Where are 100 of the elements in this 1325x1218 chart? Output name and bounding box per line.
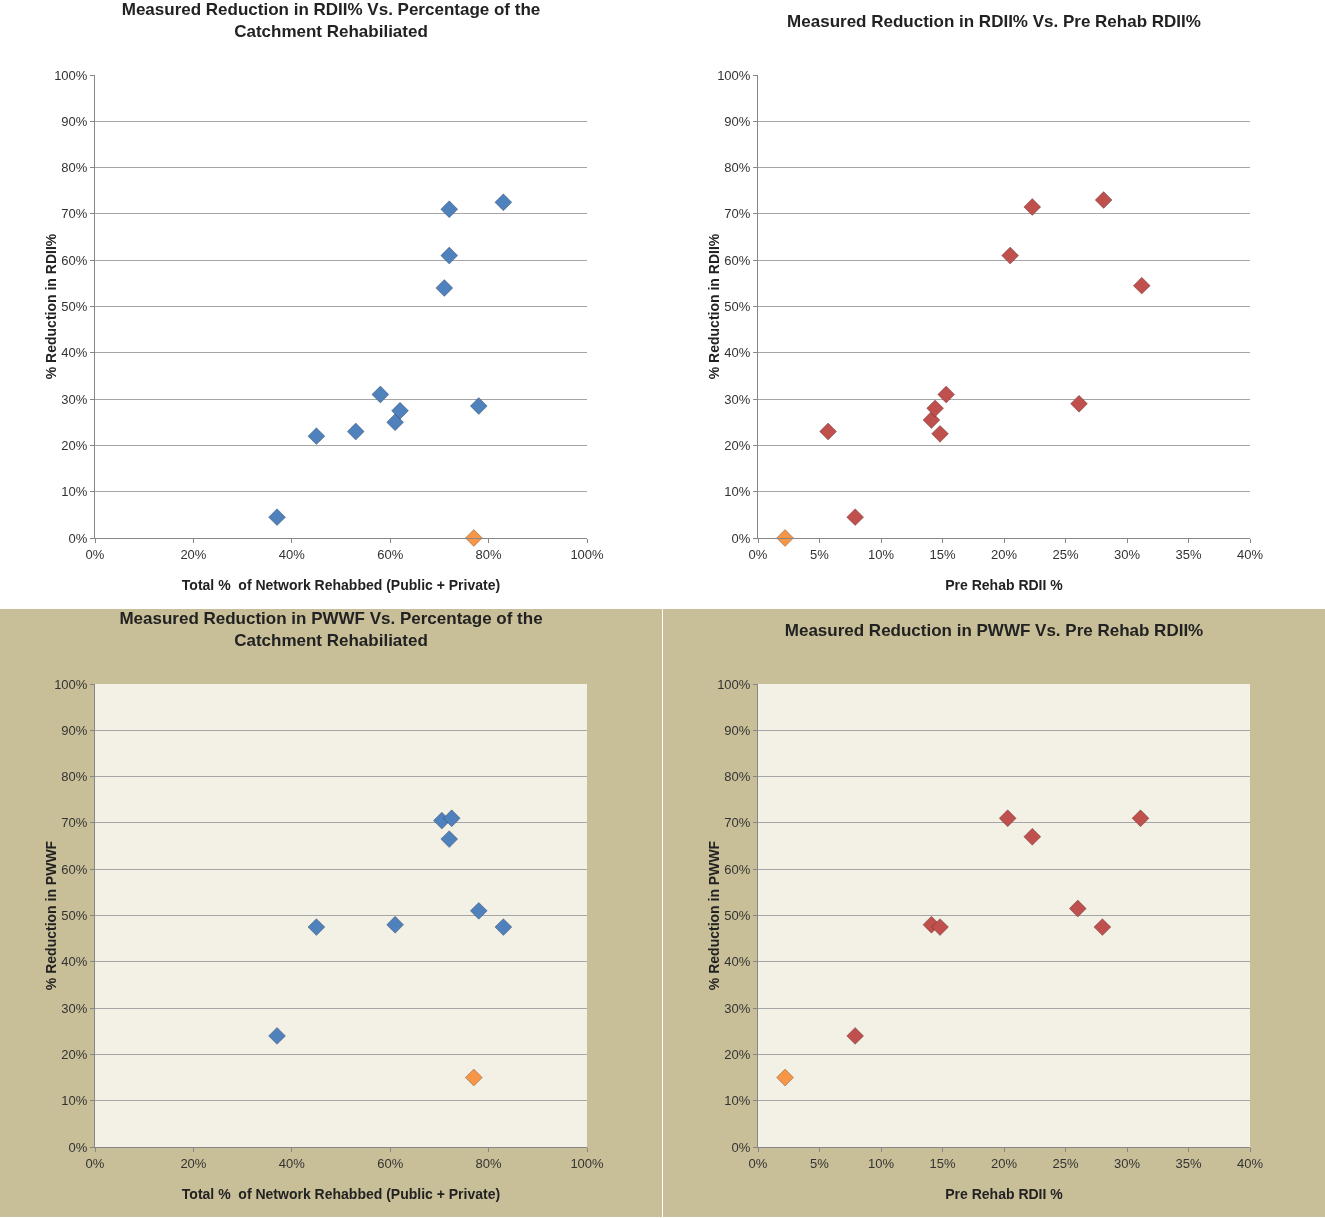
y-tick-label: 10% bbox=[724, 1093, 751, 1109]
chart-title: Measured Reduction in PWWF Vs. Pre Rehab RDII% bbox=[784, 621, 1204, 641]
point bbox=[1023, 827, 1042, 846]
y-tick-label: 40% bbox=[724, 954, 751, 970]
x-tick-label: 35% bbox=[1175, 1155, 1202, 1171]
point bbox=[776, 529, 795, 547]
y-tick-label: 50% bbox=[61, 908, 88, 924]
x-tick-label: 15% bbox=[929, 546, 956, 562]
point bbox=[776, 1068, 795, 1087]
y-axis-title: % Reduction in PWWF bbox=[706, 840, 723, 991]
x-axis-title: Total % of Network Rehabbed (Public + Private) bbox=[181, 1186, 501, 1202]
x-tick-label: 20% bbox=[990, 546, 1018, 562]
x-tick-label: 0% bbox=[85, 546, 105, 562]
y-tick-label: 40% bbox=[724, 345, 751, 361]
x-axis-title: Pre Rehab RDII % bbox=[945, 577, 1064, 593]
point bbox=[391, 401, 409, 420]
point bbox=[386, 413, 405, 432]
point bbox=[1001, 246, 1020, 265]
point bbox=[435, 279, 454, 297]
x-tick-label: 0% bbox=[85, 1155, 105, 1171]
y-tick-label: 50% bbox=[61, 299, 88, 315]
x-tick-label: 30% bbox=[1113, 1155, 1141, 1171]
x-tick-label: 25% bbox=[1052, 546, 1079, 562]
y-tick-label: 0% bbox=[731, 530, 751, 546]
x-tick-label: 25% bbox=[1052, 1155, 1079, 1171]
y-tick-label: 40% bbox=[61, 954, 88, 970]
y-tick-label: 90% bbox=[61, 113, 88, 129]
x-axis-title: Total % of Network Rehabbed (Public + Private) bbox=[181, 577, 501, 593]
x-tick-label: 10% bbox=[867, 546, 895, 562]
y-tick-label: 30% bbox=[61, 391, 88, 407]
point bbox=[819, 422, 838, 441]
y-tick-label: 20% bbox=[61, 437, 88, 453]
y-tick-label: 60% bbox=[724, 861, 751, 877]
point bbox=[440, 830, 459, 849]
y-tick-label: 30% bbox=[724, 391, 751, 407]
y-tick-label: 100% bbox=[717, 67, 751, 83]
chart-title: Measured Reduction in RDII% Vs. Pre Rehab RDII% bbox=[787, 12, 1201, 32]
y-tick-label: 50% bbox=[724, 908, 751, 924]
point bbox=[371, 385, 390, 404]
y-tick-label: 80% bbox=[61, 769, 88, 785]
y-tick-label: 90% bbox=[724, 722, 751, 738]
x-tick-label: 20% bbox=[180, 1155, 207, 1171]
y-axis-title: % Reduction in RDII% bbox=[43, 233, 60, 380]
x-tick-label: 0% bbox=[748, 546, 768, 562]
y-tick-label: 80% bbox=[61, 160, 88, 176]
y-tick-label: 40% bbox=[61, 345, 88, 361]
y-tick-label: 30% bbox=[61, 1000, 88, 1016]
y-tick-label: 70% bbox=[61, 206, 88, 222]
point bbox=[926, 399, 945, 418]
y-tick-label: 100% bbox=[54, 67, 88, 83]
point bbox=[846, 508, 865, 527]
point bbox=[268, 508, 286, 527]
y-tick-label: 60% bbox=[61, 252, 88, 268]
y-tick-label: 80% bbox=[724, 160, 751, 176]
x-tick-label: 40% bbox=[1236, 546, 1264, 562]
y-axis-title: % Reduction in RDII% bbox=[706, 233, 723, 380]
point bbox=[346, 422, 365, 441]
point bbox=[307, 918, 326, 937]
y-tick-label: 10% bbox=[61, 1093, 88, 1109]
point bbox=[440, 200, 459, 219]
x-tick-label: 30% bbox=[1113, 546, 1141, 562]
point bbox=[1068, 899, 1087, 918]
x-tick-label: 80% bbox=[475, 546, 503, 562]
y-tick-label: 100% bbox=[54, 676, 88, 692]
x-tick-label: 5% bbox=[810, 546, 830, 562]
y-tick-label: 90% bbox=[61, 722, 88, 738]
x-tick-label: 35% bbox=[1175, 546, 1202, 562]
y-tick-label: 20% bbox=[61, 1046, 88, 1062]
x-tick-label: 20% bbox=[990, 1155, 1018, 1171]
point bbox=[931, 424, 949, 443]
point bbox=[1023, 198, 1042, 216]
point bbox=[494, 193, 513, 212]
chart-title: Measured Reduction in RDII% Vs. Percentage of the Catchment Rehabiliated bbox=[121, 0, 541, 42]
point bbox=[1093, 918, 1112, 937]
x-tick-label: 40% bbox=[1236, 1155, 1264, 1171]
point bbox=[440, 246, 459, 265]
y-tick-label: 30% bbox=[724, 1000, 751, 1016]
x-tick-label: 60% bbox=[377, 1155, 404, 1171]
point bbox=[1094, 191, 1113, 209]
y-tick-label: 80% bbox=[724, 769, 751, 785]
y-tick-label: 10% bbox=[724, 484, 751, 500]
x-tick-label: 10% bbox=[867, 1155, 895, 1171]
point bbox=[386, 915, 405, 934]
x-tick-label: 0% bbox=[748, 1155, 768, 1171]
x-tick-label: 80% bbox=[475, 1155, 503, 1171]
x-tick-label: 40% bbox=[278, 1155, 306, 1171]
y-tick-label: 0% bbox=[68, 1139, 88, 1155]
point bbox=[931, 918, 949, 937]
point bbox=[1131, 809, 1150, 828]
x-tick-label: 15% bbox=[929, 1155, 956, 1171]
y-tick-label: 70% bbox=[724, 815, 751, 831]
point bbox=[442, 809, 461, 828]
x-tick-label: 40% bbox=[278, 546, 306, 562]
x-tick-label: 20% bbox=[180, 546, 207, 562]
point bbox=[846, 1026, 865, 1045]
y-tick-label: 90% bbox=[724, 113, 751, 129]
y-axis-title: % Reduction in PWWF bbox=[43, 840, 60, 991]
y-tick-label: 20% bbox=[724, 1046, 751, 1062]
point bbox=[469, 397, 488, 415]
x-tick-label: 100% bbox=[570, 1155, 605, 1171]
